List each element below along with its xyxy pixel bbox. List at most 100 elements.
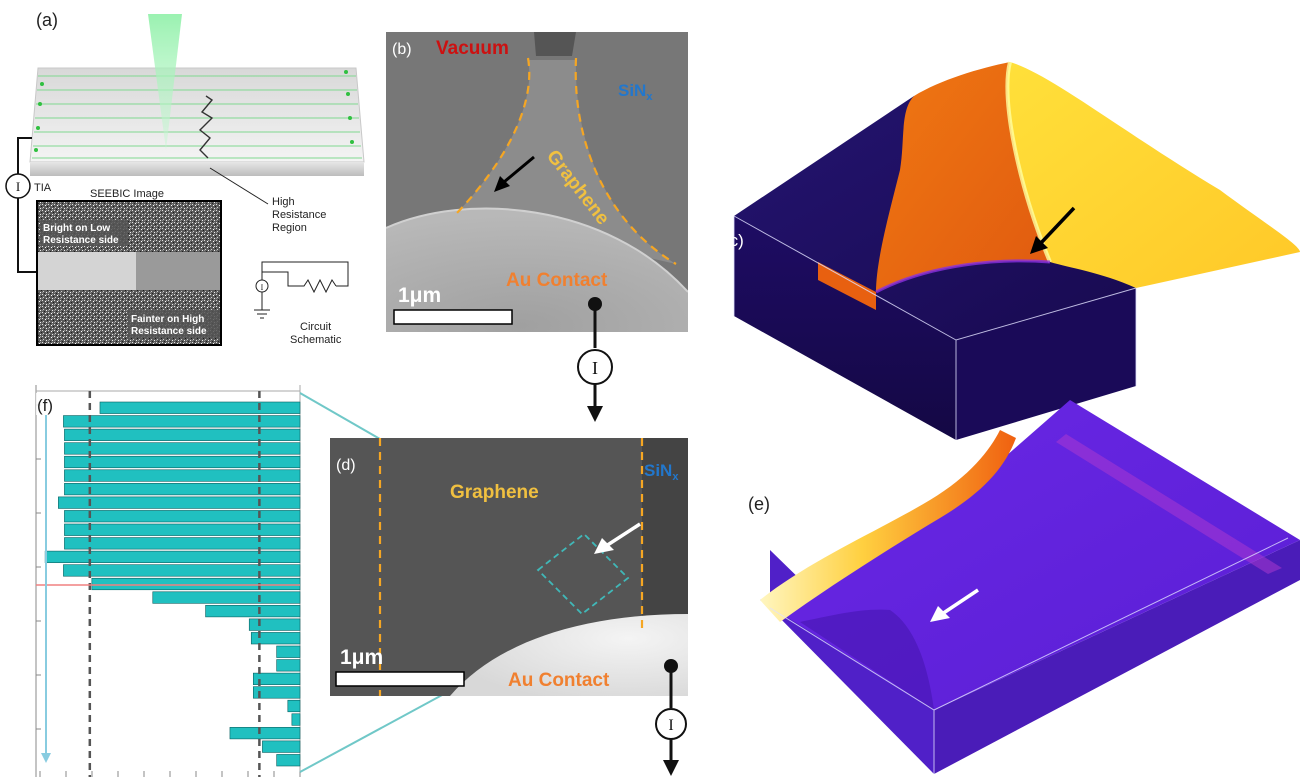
arrow-e-shaft — [941, 588, 979, 616]
hr-pointer — [209, 167, 269, 205]
panel-d: (d) Graphene SiNx Au Contact 1μm — [330, 438, 688, 696]
f-bar — [64, 428, 301, 441]
f-bar — [64, 483, 301, 496]
c-glow-edge — [1005, 61, 1052, 263]
tia-label: TIA — [34, 182, 52, 194]
f-bar — [44, 550, 301, 563]
current-arrow-head-d — [663, 760, 679, 776]
arrow-b-head — [494, 176, 510, 192]
c-bounding-box — [733, 215, 1137, 440]
e-right-side — [934, 540, 1300, 774]
dash-left-b — [455, 57, 531, 215]
c-orange-region — [876, 62, 1050, 292]
bright-label-line2: Resistance side — [43, 235, 119, 246]
tia-wire — [17, 137, 36, 273]
hr-line2: Resistance — [272, 209, 326, 221]
f-bar — [63, 564, 301, 577]
bright-label-box — [40, 220, 128, 246]
circuit-line2: Schematic — [290, 334, 342, 346]
tip-region-b — [534, 32, 576, 56]
current-arrow-head — [587, 406, 603, 422]
au-contact-edge-b — [385, 207, 689, 293]
e-hot-edge — [760, 430, 1016, 622]
f-label-bg — [36, 393, 60, 415]
circuit-schematic — [254, 261, 349, 319]
slab-front — [30, 162, 364, 176]
c-right-side — [956, 288, 1136, 440]
seebic-faint-band — [136, 252, 220, 290]
current-meter-letter: I — [592, 358, 598, 378]
c-orange-ridge — [818, 262, 876, 310]
f-bar — [64, 523, 301, 536]
f-bar — [276, 645, 301, 658]
tia-current-symbol — [5, 173, 31, 199]
panel-a-figure: I TIA SEEBIC Image Bright on Low Resista… — [5, 14, 365, 346]
arrow-d-shaft — [605, 522, 641, 548]
panel-f: (f) — [0, 385, 320, 777]
current-meter-letter-d: I — [668, 717, 673, 734]
slab-top — [29, 67, 365, 163]
arrow-e-head — [930, 606, 950, 622]
f-reference-lines — [88, 391, 261, 777]
f-bar — [287, 699, 301, 713]
fainter-label-line1: Fainter on High — [131, 314, 204, 325]
seebic-bright-band — [38, 252, 136, 290]
panel-a-label: (a) — [36, 10, 58, 30]
sin-label-d: SiNx — [644, 461, 679, 483]
panel-d-label: (d) — [336, 457, 356, 474]
c-violet-edge — [875, 259, 1051, 294]
arrow-c-shaft — [1038, 206, 1076, 246]
panel-b-micrograph: (b) Vacuum SiNx Graphene Au Contact 1μm — [385, 32, 689, 332]
c-front-side — [734, 216, 956, 440]
e-pink-streak — [1056, 434, 1282, 574]
f-blue-arrow-head — [41, 753, 51, 763]
scalebar-label-b: 1μm — [398, 284, 441, 307]
au-contact-region-b — [386, 208, 688, 332]
panel-b: (b) Vacuum SiNx Graphene Au Contact 1μm — [385, 32, 689, 332]
f-bar — [64, 469, 301, 482]
circuit-line1: Circuit — [300, 321, 331, 333]
seebic-title: SEEBIC Image — [90, 188, 164, 200]
f-bar — [248, 618, 301, 631]
f-bar — [291, 713, 301, 726]
current-symbol-d: I — [655, 659, 687, 776]
panel-b-label: (b) — [392, 41, 412, 58]
e-bounding-box — [769, 537, 1289, 774]
current-symbol-b: I — [577, 297, 613, 422]
f-bar — [58, 496, 301, 509]
scalebar-d — [335, 671, 465, 687]
electron-beam — [148, 14, 182, 150]
panel-c-3d-map: (c) — [724, 61, 1300, 440]
f-bar — [152, 591, 301, 604]
f-bar — [64, 455, 301, 469]
panel-e-3d-map — [760, 400, 1300, 774]
c-yellow-region — [1007, 62, 1300, 288]
au-label-b: Au Contact — [506, 270, 608, 291]
f-bar — [64, 510, 301, 523]
arrow-d-head — [594, 538, 614, 554]
f-bar — [205, 605, 301, 618]
panel-e-label: (e) — [748, 494, 770, 514]
f-bar — [276, 754, 301, 767]
f-bar — [276, 659, 301, 672]
tia-current-letter: I — [16, 179, 20, 194]
f-bar — [64, 537, 301, 550]
dash-right-b — [574, 57, 677, 265]
vacuum-label: Vacuum — [436, 38, 509, 59]
panel-c-label: (c) — [724, 231, 744, 250]
f-bars — [44, 401, 301, 767]
arrow-c-head — [1030, 236, 1048, 254]
au-label-d: Au Contact — [508, 670, 610, 691]
circuit-current-letter: I — [261, 283, 264, 292]
slab-green-lines — [32, 75, 362, 159]
fainter-label-line2: Resistance side — [131, 326, 207, 337]
f-bar — [229, 727, 301, 740]
d-au-contact-region — [450, 614, 688, 696]
hr-line3: Region — [272, 222, 307, 234]
panel-e: (e) — [740, 390, 1312, 777]
panel-c: (c) — [700, 40, 1312, 450]
arrow-b-shaft — [503, 155, 535, 184]
f-bar — [63, 415, 301, 428]
graphene-label-d: Graphene — [450, 482, 539, 503]
f-bar — [64, 442, 301, 455]
